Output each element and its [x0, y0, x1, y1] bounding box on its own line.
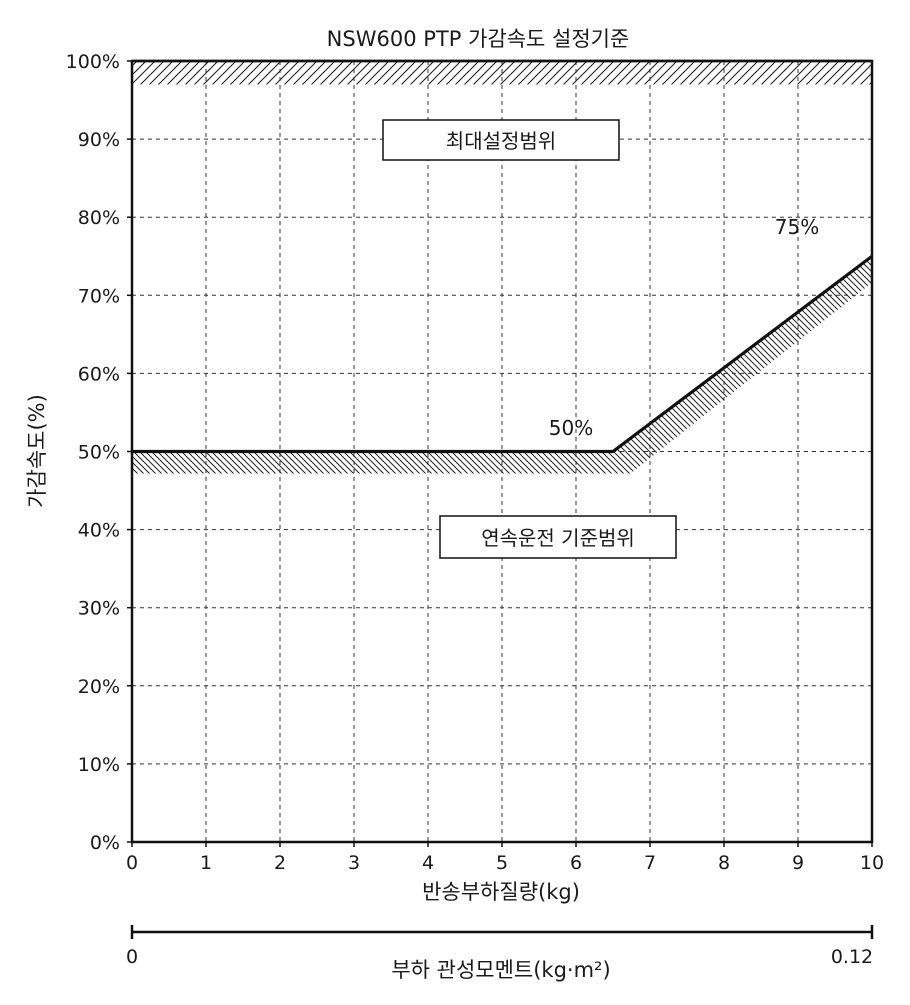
- x-tick-label-6: 6: [570, 852, 582, 874]
- y-tick-label-3: 30%: [78, 598, 120, 620]
- y-axis-label: 가감속도(%): [25, 394, 49, 508]
- x-tick-label-3: 3: [348, 852, 360, 874]
- continuous-region-label: 연속운전 기준범위: [481, 526, 635, 550]
- y-tick-label-7: 70%: [78, 285, 120, 307]
- x-tick-label-8: 8: [718, 852, 730, 874]
- y-tick-label-10: 100%: [66, 51, 120, 73]
- chart-title: NSW600 PTP 가감속도 설정기준: [327, 27, 630, 51]
- max-region-label: 최대설정범위: [446, 129, 556, 153]
- secondary-axis-label: 부하 관성모멘트(kg·m²): [391, 958, 610, 982]
- secondary-axis: 0 0.12 부하 관성모멘트(kg·m²): [126, 925, 874, 982]
- upper-limit-hatch: [132, 61, 872, 85]
- y-tick-label-9: 90%: [78, 129, 120, 151]
- max-region-label-box: 최대설정범위: [382, 119, 620, 161]
- annotation-50: 50%: [549, 416, 593, 440]
- hatch-bands: [132, 61, 872, 474]
- y-tick-label-1: 10%: [78, 754, 120, 776]
- x-tick-label-7: 7: [644, 852, 656, 874]
- continuous-region-label-box: 연속운전 기준범위: [439, 515, 677, 559]
- x-tick-label-9: 9: [792, 852, 804, 874]
- y-tick-label-4: 40%: [78, 520, 120, 542]
- x-tick-label-1: 1: [200, 852, 212, 874]
- y-tick-label-6: 60%: [78, 363, 120, 385]
- secondary-axis-max-label: 0.12: [831, 946, 873, 968]
- x-tick-label-0: 0: [126, 852, 138, 874]
- y-tick-label-5: 50%: [78, 442, 120, 464]
- x-tick-label-2: 2: [274, 852, 286, 874]
- x-tick-label-5: 5: [496, 852, 508, 874]
- y-tick-label-0: 0%: [90, 832, 120, 854]
- series-line-continuous-limit: [132, 254, 873, 454]
- x-tick-label-4: 4: [422, 852, 434, 874]
- y-tick-label-2: 20%: [78, 676, 120, 698]
- y-tick-labels: 0% 10% 20% 30% 40% 50% 60% 70% 80% 90% 100%: [66, 51, 132, 854]
- secondary-axis-min-label: 0: [126, 946, 138, 968]
- continuous-limit-hatch: [132, 256, 872, 474]
- x-axis-label: 반송부하질량(kg): [422, 880, 580, 904]
- y-tick-label-8: 80%: [78, 207, 120, 229]
- x-tick-label-10: 10: [860, 852, 884, 874]
- x-tick-labels: 0 1 2 3 4 5 6 7 8 9 10: [126, 842, 884, 874]
- annotation-75: 75%: [775, 215, 819, 239]
